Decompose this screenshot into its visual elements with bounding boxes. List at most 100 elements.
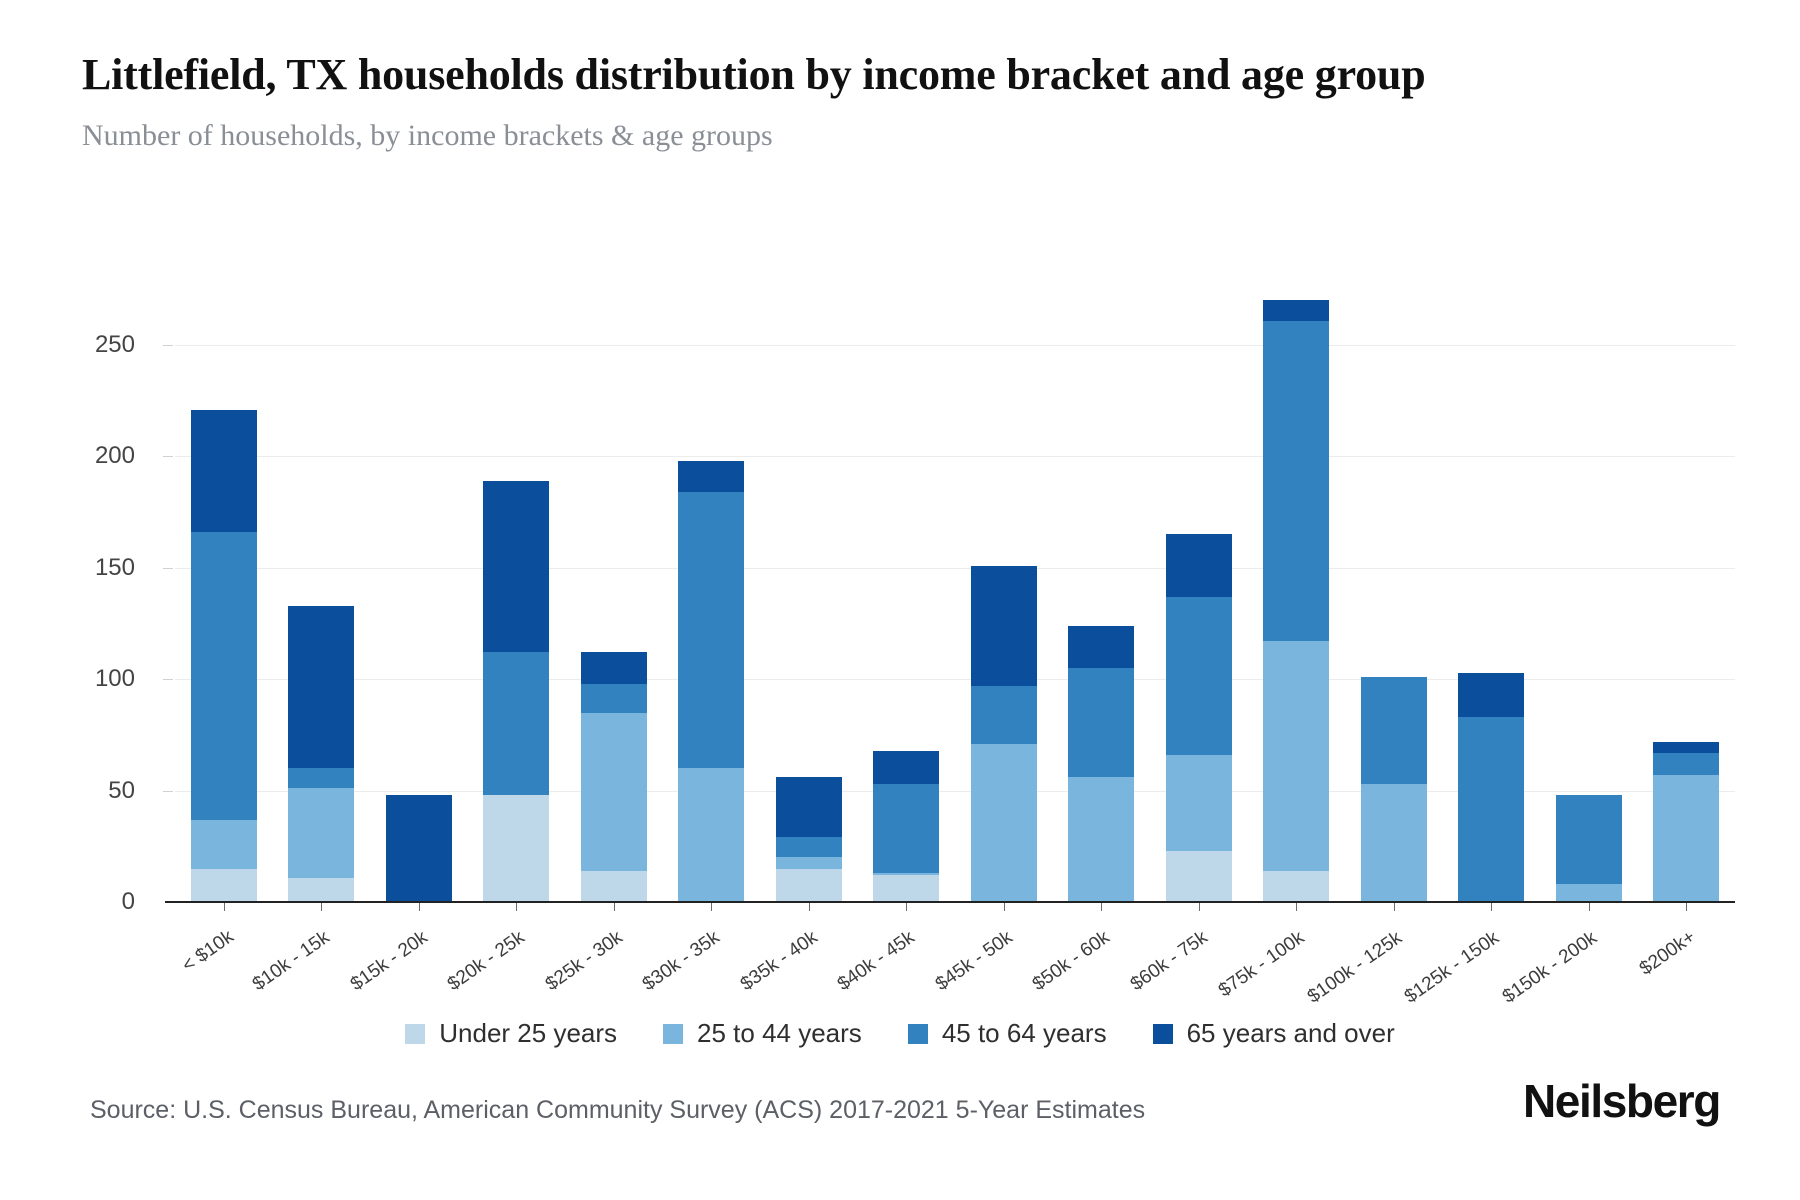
bar-segment-age25_44[interactable] bbox=[873, 873, 940, 876]
bar-segment-age65plus[interactable] bbox=[1263, 300, 1330, 321]
x-tick-mark bbox=[321, 902, 323, 911]
bar-column[interactable]: $20k - 25k bbox=[444, 345, 566, 995]
bar-stack[interactable] bbox=[1068, 625, 1135, 902]
x-tick-mark bbox=[1198, 902, 1200, 911]
bar-column[interactable]: $30k - 35k bbox=[639, 345, 761, 995]
chart-subtitle: Number of households, by income brackets… bbox=[82, 118, 773, 152]
bar-segment-age45_64[interactable] bbox=[970, 685, 1037, 744]
bar-segment-age25_44[interactable] bbox=[1165, 754, 1232, 851]
bar-segment-age65plus[interactable] bbox=[385, 795, 452, 902]
page-title: Littlefield, TX households distribution … bbox=[82, 50, 1426, 99]
bar-column[interactable]: $50k - 60k bbox=[1029, 345, 1151, 995]
bar-column[interactable]: $15k - 20k bbox=[347, 345, 468, 995]
bar-stack[interactable] bbox=[580, 652, 647, 902]
bar-segment-age25_44[interactable] bbox=[580, 712, 647, 871]
bar-stack[interactable] bbox=[1165, 534, 1232, 902]
bar-segment-age45_64[interactable] bbox=[483, 652, 550, 796]
bar-segment-age65plus[interactable] bbox=[1653, 741, 1720, 753]
bar-segment-age45_64[interactable] bbox=[1263, 320, 1330, 642]
bar-segment-under25[interactable] bbox=[775, 868, 842, 902]
bar-column[interactable]: $10k - 15k bbox=[249, 345, 371, 995]
bar-segment-age45_64[interactable] bbox=[580, 683, 647, 713]
legend-item[interactable]: Under 25 years bbox=[405, 1018, 617, 1049]
bar-segment-under25[interactable] bbox=[1165, 850, 1232, 902]
bar-segment-under25[interactable] bbox=[873, 875, 940, 902]
bar-segment-age45_64[interactable] bbox=[873, 783, 940, 874]
bar-column[interactable]: $75k - 100k bbox=[1215, 300, 1346, 1001]
bar-column[interactable]: $45k - 50k bbox=[932, 345, 1053, 995]
bar-stack[interactable] bbox=[288, 605, 355, 902]
bar-segment-age45_64[interactable] bbox=[1458, 717, 1525, 902]
bar-segment-age45_64[interactable] bbox=[190, 532, 257, 820]
bar-segment-age25_44[interactable] bbox=[678, 768, 745, 902]
bar-segment-under25[interactable] bbox=[580, 870, 647, 902]
bar-segment-age25_44[interactable] bbox=[1360, 783, 1427, 902]
bar-segment-age65plus[interactable] bbox=[1165, 534, 1232, 597]
bar-segment-age45_64[interactable] bbox=[1165, 596, 1232, 755]
bar-segment-age65plus[interactable] bbox=[1458, 672, 1525, 718]
legend-item[interactable]: 45 to 64 years bbox=[907, 1018, 1107, 1049]
bar-stack[interactable] bbox=[190, 409, 257, 902]
bar-segment-age65plus[interactable] bbox=[580, 652, 647, 684]
bar-stack[interactable] bbox=[873, 750, 940, 902]
bar-column[interactable]: $60k - 75k bbox=[1127, 345, 1248, 995]
bar-segment-age45_64[interactable] bbox=[775, 837, 842, 858]
bar-segment-age65plus[interactable] bbox=[1068, 625, 1135, 669]
bar-stack[interactable] bbox=[1458, 672, 1525, 902]
bar-segment-age65plus[interactable] bbox=[678, 460, 745, 493]
bar-segment-age25_44[interactable] bbox=[775, 857, 842, 869]
bar-column[interactable]: $40k - 45k bbox=[834, 345, 956, 995]
bar-stack[interactable] bbox=[1263, 300, 1330, 902]
bar-segment-age45_64[interactable] bbox=[1555, 795, 1622, 885]
bar-stack[interactable] bbox=[1360, 676, 1427, 902]
bar-column[interactable]: $150k - 200k bbox=[1499, 345, 1638, 1008]
bar-segment-age25_44[interactable] bbox=[190, 819, 257, 869]
bar-column[interactable]: $125k - 150k bbox=[1401, 345, 1541, 1008]
bar-column[interactable]: < $10k bbox=[175, 345, 273, 976]
gridline bbox=[175, 456, 1735, 458]
bar-segment-age65plus[interactable] bbox=[190, 409, 257, 533]
bar-stack[interactable] bbox=[1555, 795, 1622, 902]
legend-item[interactable]: 25 to 44 years bbox=[663, 1018, 862, 1049]
bar-segment-age25_44[interactable] bbox=[1555, 884, 1622, 902]
bar-stack[interactable] bbox=[970, 565, 1037, 902]
bar-segment-age25_44[interactable] bbox=[1263, 641, 1330, 871]
bar-column[interactable]: $200k+ bbox=[1636, 345, 1736, 980]
bar-stack[interactable] bbox=[775, 777, 842, 902]
bar-segment-age25_44[interactable] bbox=[1068, 777, 1135, 902]
bar-segment-age65plus[interactable] bbox=[775, 777, 842, 838]
bar-segment-age45_64[interactable] bbox=[1360, 676, 1427, 784]
bar-segment-under25[interactable] bbox=[288, 877, 355, 902]
gridline bbox=[175, 679, 1735, 681]
bar-stack[interactable] bbox=[385, 795, 452, 902]
bar-stack[interactable] bbox=[678, 460, 745, 902]
bar-segment-age45_64[interactable] bbox=[1653, 752, 1720, 776]
bar-column[interactable]: $100k - 125k bbox=[1304, 345, 1443, 1008]
x-tick-mark bbox=[1003, 902, 1005, 911]
bar-segment-age65plus[interactable] bbox=[288, 605, 355, 769]
bar-segment-under25[interactable] bbox=[190, 868, 257, 902]
bar-segment-age45_64[interactable] bbox=[288, 768, 355, 789]
bar-segment-under25[interactable] bbox=[1263, 870, 1330, 902]
legend-item[interactable]: 65 years and over bbox=[1152, 1018, 1395, 1049]
bar-segment-age25_44[interactable] bbox=[1653, 775, 1720, 902]
bar-segment-age45_64[interactable] bbox=[1068, 668, 1135, 778]
bar-stack[interactable] bbox=[483, 480, 550, 902]
bar-stack[interactable] bbox=[1653, 741, 1720, 902]
bar-segment-under25[interactable] bbox=[483, 795, 550, 902]
bar-segment-age65plus[interactable] bbox=[873, 750, 940, 784]
bar-segment-age45_64[interactable] bbox=[678, 492, 745, 769]
bar-column[interactable]: $35k - 40k bbox=[737, 345, 858, 995]
bar-segment-age25_44[interactable] bbox=[970, 743, 1037, 902]
bar-segment-age65plus[interactable] bbox=[970, 565, 1037, 686]
bar-column[interactable]: $25k - 30k bbox=[542, 345, 663, 995]
x-tick-label: $30k - 35k bbox=[639, 926, 724, 996]
bar-segment-age65plus[interactable] bbox=[483, 480, 550, 653]
x-tick-mark bbox=[1101, 902, 1103, 911]
gridline bbox=[175, 567, 1735, 569]
brand-logo: Neilsberg bbox=[1522, 1075, 1721, 1127]
legend-label: Under 25 years bbox=[439, 1018, 618, 1048]
x-tick-label: $15k - 20k bbox=[346, 926, 432, 996]
bar-segment-age25_44[interactable] bbox=[288, 788, 355, 878]
